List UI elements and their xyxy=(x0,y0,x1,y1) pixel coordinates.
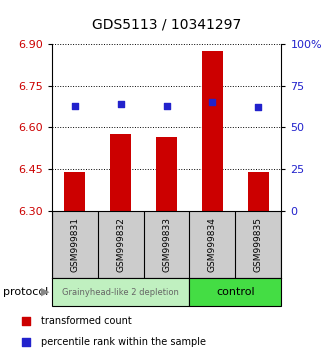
Bar xyxy=(189,278,281,306)
Text: transformed count: transformed count xyxy=(42,316,132,326)
Text: GSM999831: GSM999831 xyxy=(70,217,79,272)
Bar xyxy=(64,172,85,211)
Bar xyxy=(52,278,189,306)
Point xyxy=(72,103,77,109)
Text: GSM999833: GSM999833 xyxy=(162,217,171,272)
Text: protocol: protocol xyxy=(3,287,49,297)
Bar xyxy=(202,51,223,211)
Point xyxy=(210,100,215,105)
Bar xyxy=(248,172,269,211)
Text: ▶: ▶ xyxy=(41,287,49,297)
Text: GSM999832: GSM999832 xyxy=(116,217,125,272)
Text: GSM999834: GSM999834 xyxy=(208,217,217,272)
Text: control: control xyxy=(216,287,255,297)
Text: GSM999835: GSM999835 xyxy=(254,217,263,272)
Point xyxy=(118,101,123,107)
Point xyxy=(256,105,261,110)
Point xyxy=(23,339,29,344)
Text: percentile rank within the sample: percentile rank within the sample xyxy=(42,337,206,347)
Point xyxy=(164,103,169,109)
Point xyxy=(23,318,29,324)
Bar xyxy=(156,137,177,211)
Text: Grainyhead-like 2 depletion: Grainyhead-like 2 depletion xyxy=(62,287,179,297)
Bar xyxy=(110,135,131,211)
Text: GDS5113 / 10341297: GDS5113 / 10341297 xyxy=(92,18,241,32)
